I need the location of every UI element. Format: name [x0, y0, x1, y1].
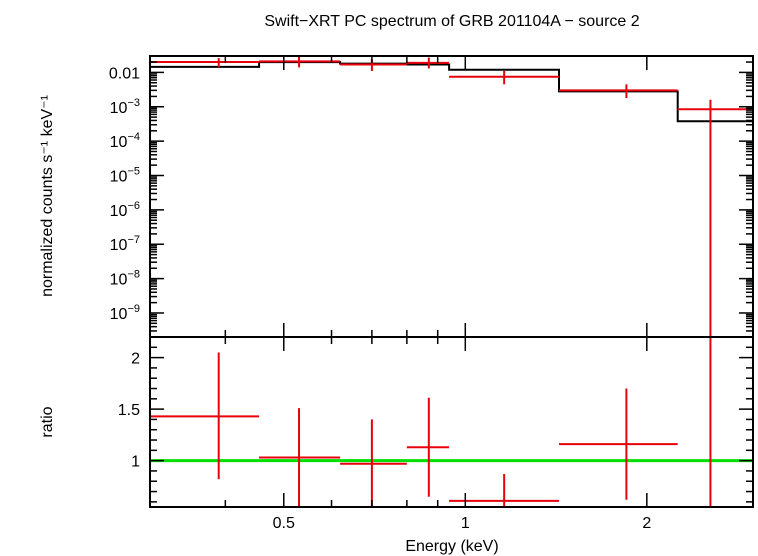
- top-panel-ticks: [150, 56, 753, 337]
- y-tick-label: 10−3: [110, 97, 140, 117]
- x-axis-label: Energy (keV): [405, 538, 498, 555]
- y-tick-label: 10−7: [110, 234, 140, 254]
- ratio-point: [558, 388, 678, 500]
- y-tick-label: 10−5: [110, 166, 140, 186]
- model-step-line: [150, 61, 753, 123]
- data-point: [677, 99, 753, 337]
- ratio-point: [259, 408, 341, 506]
- ratio-point: [406, 397, 450, 497]
- x-tick-label: 0.5: [273, 515, 295, 532]
- bottom-panel-ticks: [150, 337, 753, 507]
- ratio-point: [150, 352, 260, 480]
- top-y-tick-labels: 10−9 10−8 10−7 10−6 10−5 10−4 10−3 0.01: [109, 65, 140, 323]
- y-tick-label: 10−9: [110, 303, 140, 323]
- ratio-point: [449, 474, 559, 507]
- bottom-panel: 11.52 0.5 1 2: [118, 336, 754, 532]
- bottom-y-tick-labels: 11.52: [118, 351, 140, 471]
- y-tick-label: 10−8: [110, 269, 140, 289]
- data-point: [449, 70, 559, 85]
- data-points: [150, 55, 753, 337]
- x-tick-label: 1: [461, 515, 470, 532]
- y-tick-label: 2: [131, 351, 140, 368]
- data-point: [150, 58, 260, 68]
- y-tick-label: 0.01: [109, 65, 140, 82]
- data-point: [558, 84, 678, 98]
- y-axis-label-bottom: ratio: [39, 406, 56, 437]
- y-tick-label: 10−6: [110, 200, 140, 220]
- ratio-points: [150, 336, 753, 507]
- top-panel: 10−9 10−8 10−7 10−6 10−5 10−4 10−3 0.01: [109, 55, 754, 338]
- x-tick-label: 2: [642, 515, 651, 532]
- ratio-point: [340, 419, 407, 506]
- y-tick-label: 1.5: [118, 402, 140, 419]
- y-axis-label-top: normalized counts s⁻¹ keV⁻¹: [39, 95, 56, 297]
- chart-title: Swift−XRT PC spectrum of GRB 201104A − s…: [264, 13, 639, 30]
- x-tick-labels: 0.5 1 2: [273, 515, 652, 532]
- y-tick-label: 1: [131, 454, 140, 471]
- top-panel-frame: [149, 55, 754, 338]
- data-point: [406, 57, 450, 69]
- model-curve: [150, 61, 753, 123]
- data-point: [340, 59, 407, 71]
- y-tick-label: 10−4: [110, 131, 140, 151]
- data-point: [259, 55, 341, 68]
- ratio-point: [677, 336, 753, 507]
- bottom-panel-frame: [149, 336, 754, 508]
